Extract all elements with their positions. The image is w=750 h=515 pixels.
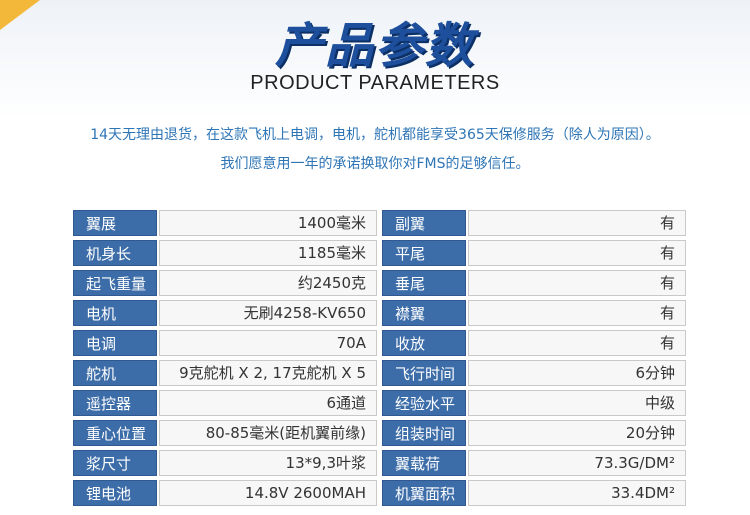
param-value: 1185毫米 bbox=[159, 240, 377, 266]
param-label: 翼展 bbox=[73, 210, 157, 236]
param-value: 6分钟 bbox=[468, 360, 686, 386]
param-row: 机身长 1185毫米 bbox=[73, 238, 377, 268]
param-value: 有 bbox=[468, 210, 686, 236]
page-subtitle: PRODUCT PARAMETERS bbox=[250, 72, 500, 94]
param-row: 经验水平 中级 bbox=[382, 388, 686, 418]
param-row: 平尾有 bbox=[382, 238, 686, 268]
param-row: 翼载荷 73.3G/DM² bbox=[382, 448, 686, 478]
param-value: 13*9,3叶浆 bbox=[159, 450, 377, 476]
param-label: 电机 bbox=[73, 300, 157, 326]
param-row: 翼展 1400毫米 bbox=[73, 208, 377, 238]
param-value: 9克舵机 X 2, 17克舵机 X 5 bbox=[159, 360, 377, 386]
param-row: 襟翼有 bbox=[382, 298, 686, 328]
param-label: 飞行时间 bbox=[382, 360, 466, 386]
param-row: 起飞重量 约2450克 bbox=[73, 268, 377, 298]
param-row: 电调 70A bbox=[73, 328, 377, 358]
param-label: 重心位置 bbox=[73, 420, 157, 446]
param-row: 副翼有 bbox=[382, 208, 686, 238]
param-value: 有 bbox=[468, 240, 686, 266]
params-table-right: 副翼有 平尾有 垂尾有 襟翼有 收放有 飞行时间 6分钟 经验水平 中级 组装时间 2… bbox=[382, 208, 686, 508]
param-row: 飞行时间 6分钟 bbox=[382, 358, 686, 388]
params-table-left: 翼展 1400毫米 机身长 1185毫米 起飞重量 约2450克 电机 无刷4258-K… bbox=[73, 208, 377, 508]
param-value: 有 bbox=[468, 330, 686, 356]
param-row: 垂尾有 bbox=[382, 268, 686, 298]
param-label: 浆尺寸 bbox=[73, 450, 157, 476]
param-value: 14.8V 2600MAH bbox=[159, 480, 377, 506]
param-value: 80-85毫米(距机翼前缘) bbox=[159, 420, 377, 446]
param-value: 73.3G/DM² bbox=[468, 450, 686, 476]
param-value: 有 bbox=[468, 270, 686, 296]
param-row: 组装时间 20分钟 bbox=[382, 418, 686, 448]
param-row: 重心位置 80-85毫米(距机翼前缘) bbox=[73, 418, 377, 448]
param-value: 约2450克 bbox=[159, 270, 377, 296]
param-row: 机翼面积 33.4DM² bbox=[382, 478, 686, 508]
description-line-1: 14天无理由退货，在这款飞机上电调，电机，舵机都能享受365天保修服务（除人为原… bbox=[90, 127, 660, 143]
param-row: 舵机 9克舵机 X 2, 17克舵机 X 5 bbox=[73, 358, 377, 388]
param-label: 电调 bbox=[73, 330, 157, 356]
param-label: 舵机 bbox=[73, 360, 157, 386]
param-label: 起飞重量 bbox=[73, 270, 157, 296]
param-label: 垂尾 bbox=[382, 270, 466, 296]
param-label: 遥控器 bbox=[73, 390, 157, 416]
param-value: 有 bbox=[468, 300, 686, 326]
param-row: 浆尺寸 13*9,3叶浆 bbox=[73, 448, 377, 478]
param-value: 20分钟 bbox=[468, 420, 686, 446]
param-label: 机翼面积 bbox=[382, 480, 466, 506]
description-line-2: 我们愿意用一年的承诺换取你对FMS的足够信任。 bbox=[220, 156, 530, 172]
page-title: 产品参数 bbox=[274, 18, 475, 74]
param-label: 机身长 bbox=[73, 240, 157, 266]
param-row: 遥控器 6通道 bbox=[73, 388, 377, 418]
param-label: 收放 bbox=[382, 330, 466, 356]
param-label: 翼载荷 bbox=[382, 450, 466, 476]
param-label: 经验水平 bbox=[382, 390, 466, 416]
param-row: 电机 无刷4258-KV650 bbox=[73, 298, 377, 328]
param-value: 70A bbox=[159, 330, 377, 356]
param-label: 副翼 bbox=[382, 210, 466, 236]
param-label: 襟翼 bbox=[382, 300, 466, 326]
param-value: 中级 bbox=[468, 390, 686, 416]
param-label: 组装时间 bbox=[382, 420, 466, 446]
param-value: 1400毫米 bbox=[159, 210, 377, 236]
param-value: 33.4DM² bbox=[468, 480, 686, 506]
param-label: 平尾 bbox=[382, 240, 466, 266]
param-value: 6通道 bbox=[159, 390, 377, 416]
param-value: 无刷4258-KV650 bbox=[159, 300, 377, 326]
param-row: 收放有 bbox=[382, 328, 686, 358]
param-row: 锂电池 14.8V 2600MAH bbox=[73, 478, 377, 508]
corner-decoration bbox=[0, 0, 40, 30]
param-label: 锂电池 bbox=[73, 480, 157, 506]
